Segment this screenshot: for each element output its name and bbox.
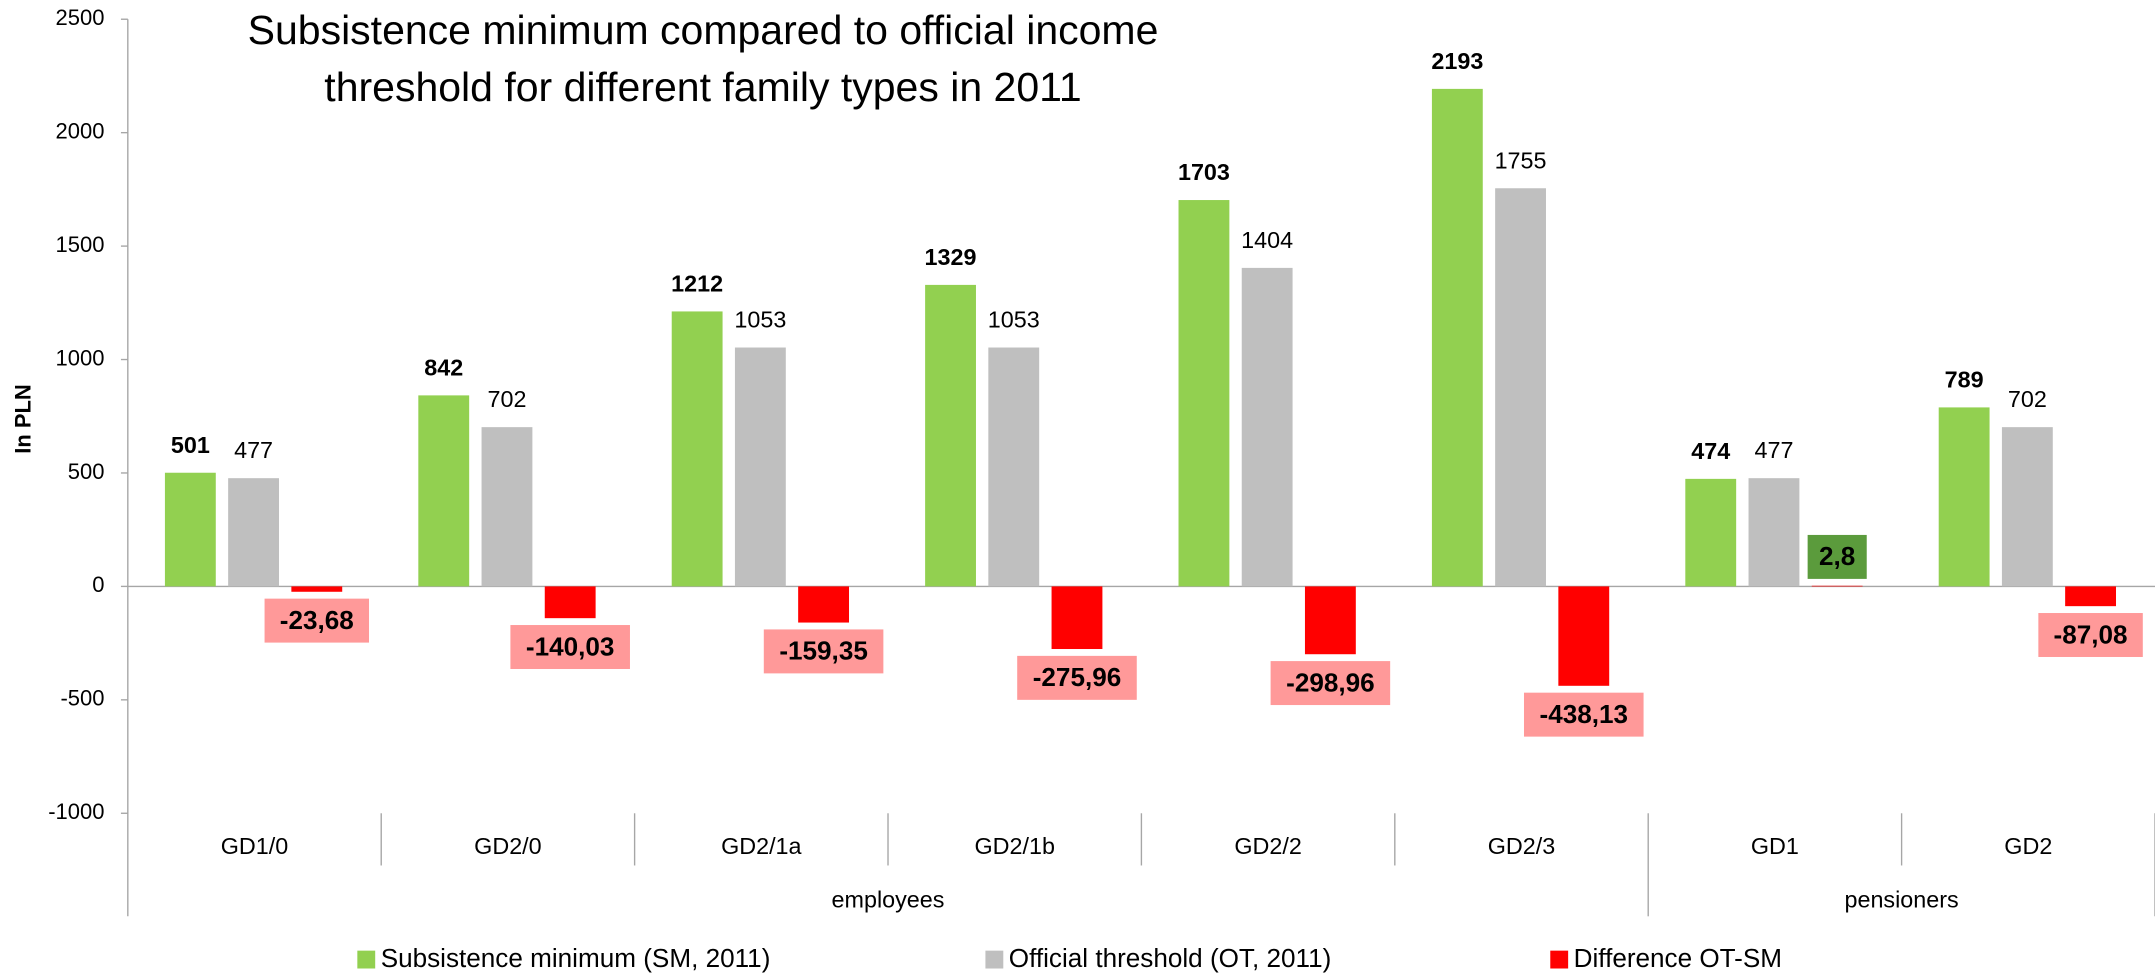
value-label: 477: [1754, 437, 1793, 463]
value-label-box: [763, 629, 884, 674]
value-label: -87,08: [2054, 619, 2128, 649]
legend-swatch: [1550, 950, 1569, 969]
x-tick-label: GD1/0: [221, 833, 288, 859]
value-label-box: [1807, 534, 1867, 579]
value-label: 1212: [671, 271, 723, 297]
value-label-box: [510, 625, 630, 669]
bar: [988, 347, 1040, 587]
bar: [925, 284, 976, 587]
bar: [1051, 586, 1103, 650]
bar: [1938, 407, 1990, 587]
y-tick-label: 1500: [56, 232, 105, 257]
value-label: 1053: [734, 307, 786, 333]
y-tick-label: -500: [60, 686, 104, 711]
x-tick-label: GD2/3: [1488, 833, 1555, 859]
value-label: 1755: [1495, 147, 1547, 173]
legend-label: Official threshold (OT, 2011): [1009, 943, 1332, 973]
x-tick-label: GD2/1a: [721, 833, 801, 859]
bar: [798, 586, 850, 623]
value-label: -275,96: [1033, 662, 1122, 692]
bar: [1431, 88, 1483, 587]
value-label: -159,35: [779, 636, 868, 666]
value-label: -438,13: [1540, 699, 1629, 729]
value-label: 474: [1691, 438, 1730, 464]
value-label: 1404: [1241, 227, 1293, 253]
y-tick-label: 2000: [56, 118, 105, 143]
value-label: 789: [1945, 366, 1984, 392]
value-label: -140,03: [526, 631, 615, 661]
x-tick-label: GD2/2: [1234, 833, 1301, 859]
value-label-box: [1017, 655, 1137, 700]
bar: [671, 311, 723, 587]
x-tick-label: GD2/1b: [974, 833, 1054, 859]
value-label-box: [2038, 613, 2143, 657]
bar: [1178, 200, 1230, 587]
bar: [481, 427, 533, 587]
bar: [1241, 267, 1293, 587]
value-label: 702: [2008, 386, 2047, 412]
value-label: -298,96: [1286, 667, 1375, 697]
group-label: pensioners: [1844, 886, 1958, 912]
bar: [1685, 478, 1737, 587]
bar: [1558, 586, 1610, 686]
value-label: 1329: [925, 244, 977, 270]
legend-label: Difference OT-SM: [1574, 943, 1782, 973]
value-label: 501: [171, 432, 210, 458]
value-label: 477: [234, 437, 273, 463]
chart-title: Subsistence minimum compared to official…: [247, 7, 1159, 110]
y-tick-label: 1000: [56, 345, 105, 370]
bar: [1811, 585, 1863, 587]
bar: [228, 478, 279, 587]
x-tick-label: GD2: [2004, 833, 2052, 859]
value-label-box: [264, 598, 370, 643]
value-label: 1703: [1178, 159, 1230, 185]
value-label: 842: [424, 354, 463, 380]
value-label: 702: [487, 386, 526, 412]
bar: [544, 586, 596, 619]
bar: [291, 586, 343, 592]
x-tick-label: GD1: [1751, 833, 1799, 859]
y-tick-label: 2500: [56, 5, 105, 30]
x-tick-label: GD2/0: [474, 833, 541, 859]
bar: [1304, 586, 1356, 655]
y-tick-label: 0: [92, 572, 104, 597]
bar: [2001, 427, 2053, 587]
bar: [1495, 188, 1546, 587]
bar: [734, 347, 786, 587]
bar: [2065, 586, 2117, 607]
group-label: employees: [832, 886, 945, 912]
value-label-box: [1523, 692, 1644, 737]
value-label: 2193: [1431, 48, 1483, 74]
value-label: -23,68: [280, 605, 354, 635]
value-label: 1053: [988, 307, 1040, 333]
legend-swatch: [357, 950, 376, 969]
y-axis-label: In PLN: [11, 384, 36, 454]
bar: [164, 472, 216, 587]
legend-swatch: [985, 950, 1004, 969]
y-tick-label: -1000: [48, 799, 104, 824]
y-tick-label: 500: [68, 459, 105, 484]
bar: [1748, 478, 1800, 587]
value-label: 2,8: [1819, 541, 1855, 571]
value-label-box: [1270, 661, 1391, 706]
bar: [418, 395, 470, 587]
legend-label: Subsistence minimum (SM, 2011): [381, 943, 771, 973]
